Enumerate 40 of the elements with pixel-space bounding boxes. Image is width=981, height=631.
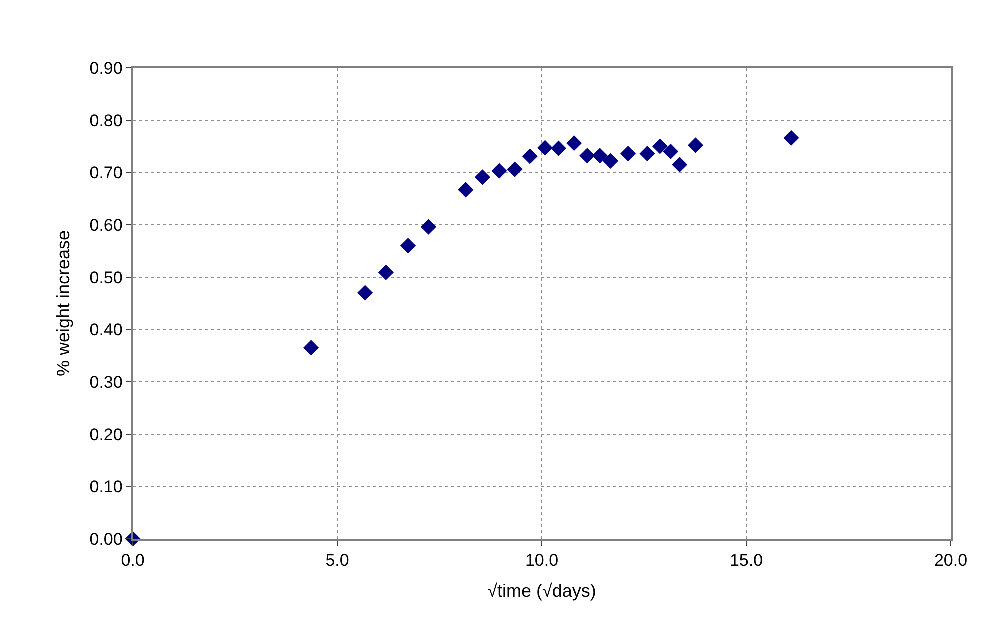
- point: [566, 136, 582, 152]
- point: [784, 130, 800, 146]
- point: [663, 144, 679, 160]
- point: [492, 163, 508, 179]
- x-tick-label: 20.0: [934, 551, 968, 570]
- point: [640, 146, 656, 162]
- point: [592, 148, 608, 164]
- y-tick-label: 0.80: [90, 111, 123, 130]
- point: [474, 170, 490, 186]
- point: [602, 153, 619, 169]
- y-tick-label: 0.00: [90, 530, 123, 549]
- point: [522, 148, 538, 164]
- point: [688, 138, 704, 154]
- x-tick-label: 0.0: [121, 551, 145, 570]
- point: [358, 285, 374, 301]
- point: [672, 157, 688, 173]
- y-tick-label: 0.90: [90, 58, 123, 78]
- point: [458, 182, 474, 198]
- y-tick-label: 0.40: [90, 320, 123, 340]
- y-axis-title: % weight increase: [53, 230, 74, 377]
- point: [550, 140, 567, 156]
- point: [378, 264, 394, 280]
- point: [537, 140, 554, 156]
- point: [304, 340, 320, 356]
- x-tick-label: 5.0: [326, 551, 350, 570]
- point: [400, 238, 416, 254]
- x-axis-title: √time (√days): [488, 580, 596, 601]
- point: [420, 219, 437, 235]
- x-tick-label: 10.0: [525, 551, 559, 570]
- point: [580, 148, 596, 164]
- point: [620, 146, 636, 162]
- y-tick-label: 0.20: [90, 425, 123, 444]
- y-tick-label: 0.10: [90, 478, 123, 497]
- point: [507, 162, 523, 178]
- y-tick-label: 0.60: [90, 216, 123, 235]
- x-tick-label: 15.0: [730, 551, 764, 570]
- y-tick-label: 0.70: [90, 164, 123, 183]
- y-tick-label: 0.30: [90, 372, 123, 392]
- point: [652, 138, 668, 154]
- y-tick-label: 0.50: [90, 268, 123, 288]
